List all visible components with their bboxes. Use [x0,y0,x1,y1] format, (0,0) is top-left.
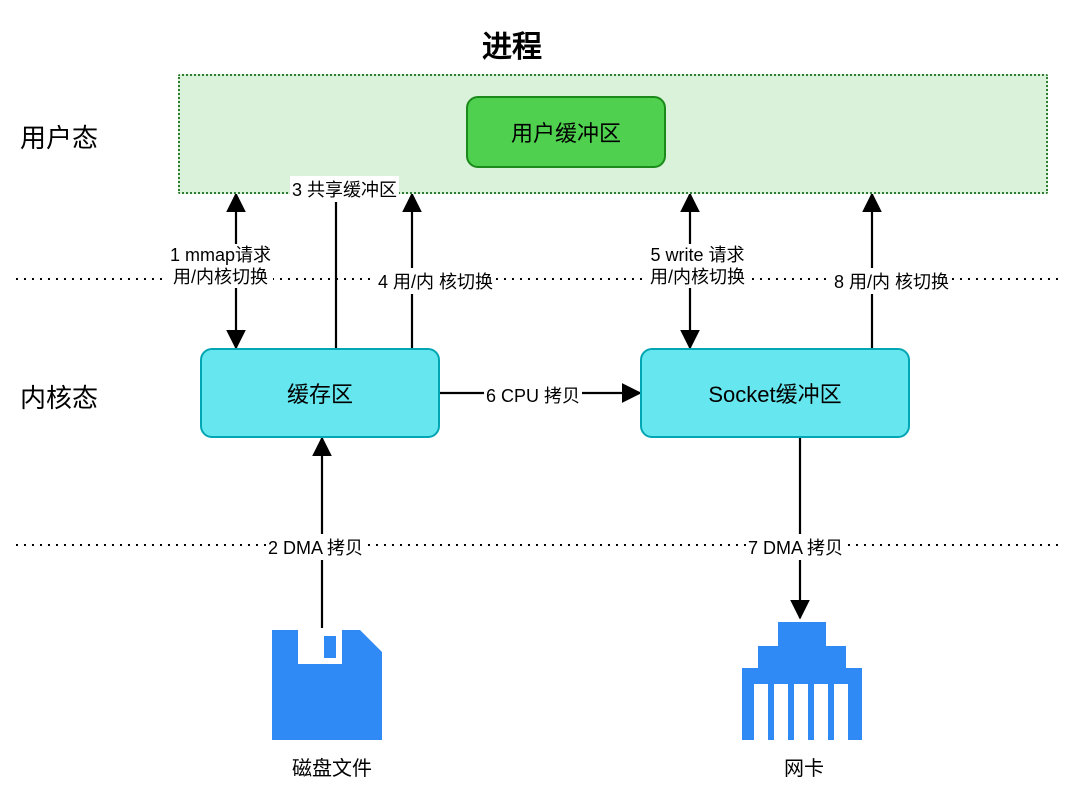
user-buffer-label: 用户缓冲区 [511,116,621,148]
cache-area-box: 缓存区 [200,348,440,438]
edge-3-label: 3 共享缓冲区 [290,176,399,202]
edge-5-label: 5 write 请求 用/内核切换 [648,244,747,288]
nic-icon [742,622,862,740]
edge-2-label: 2 DMA 拷贝 [266,534,365,560]
edge-4-label: 4 用/内 核切换 [376,268,495,294]
diagram-title: 进程 [480,22,544,66]
socket-buffer-label: Socket缓冲区 [708,377,841,409]
edge-8-label: 8 用/内 核切换 [832,268,951,294]
edge-1-label: 1 mmap请求 用/内核切换 [168,244,273,288]
socket-buffer-box: Socket缓冲区 [640,348,910,438]
edge-7-label: 7 DMA 拷贝 [746,534,845,560]
disk-icon-label: 磁盘文件 [290,752,374,781]
zone-label-user: 用户态 [18,118,100,155]
edge-6-label: 6 CPU 拷贝 [484,382,582,408]
zone-label-kernel: 内核态 [18,378,100,415]
disk-icon [272,630,382,740]
diagram-stage: 进程 用户态 内核态 用户缓冲区 缓存区 Socket缓冲区 1 mmap请求 … [0,0,1080,795]
cache-area-label: 缓存区 [287,377,353,409]
user-buffer-box: 用户缓冲区 [466,96,666,168]
nic-icon-label: 网卡 [782,752,826,781]
